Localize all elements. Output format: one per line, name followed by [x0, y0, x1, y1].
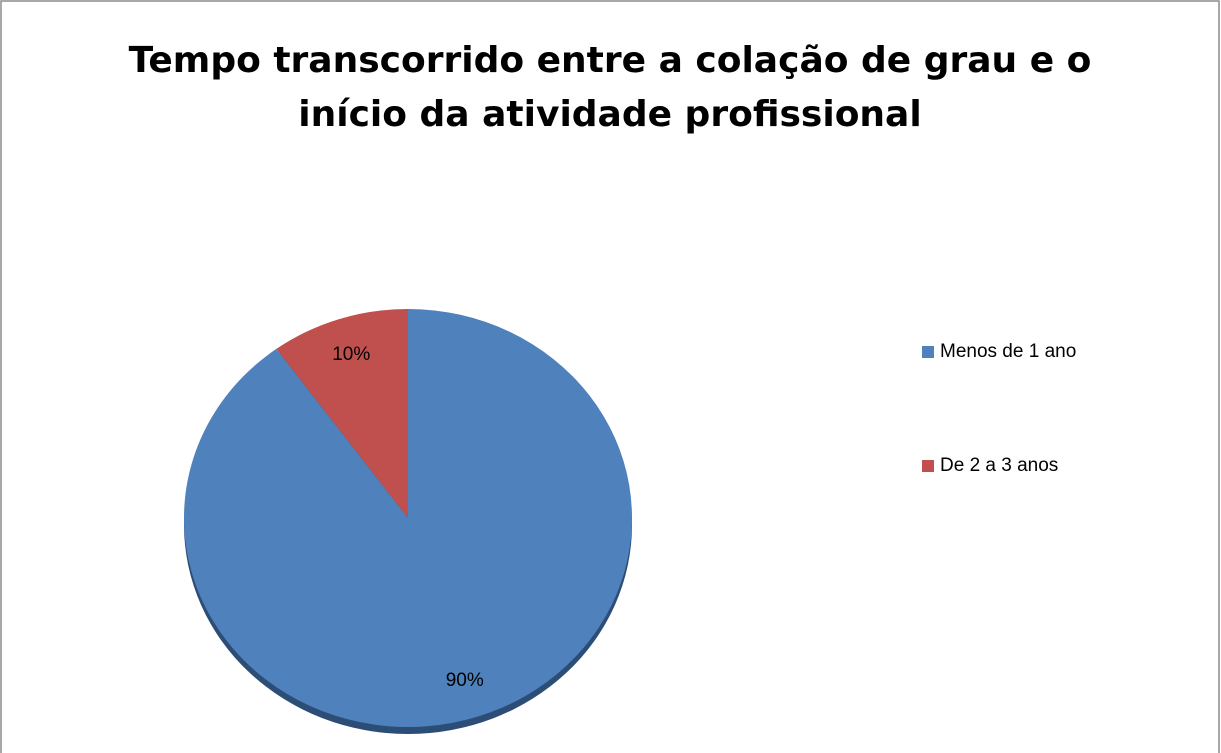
data-label: 90%: [446, 670, 484, 691]
legend-swatch: [922, 346, 934, 358]
chart-title: Tempo transcorrido entre a colação de gr…: [128, 40, 1092, 135]
pie-slice: [276, 309, 408, 518]
legend-label: Menos de 1 ano: [940, 341, 1076, 362]
legend-swatch: [922, 460, 934, 472]
legend-label: De 2 a 3 anos: [940, 455, 1058, 476]
pie-slice: [184, 309, 632, 727]
data-label: 10%: [332, 344, 370, 365]
